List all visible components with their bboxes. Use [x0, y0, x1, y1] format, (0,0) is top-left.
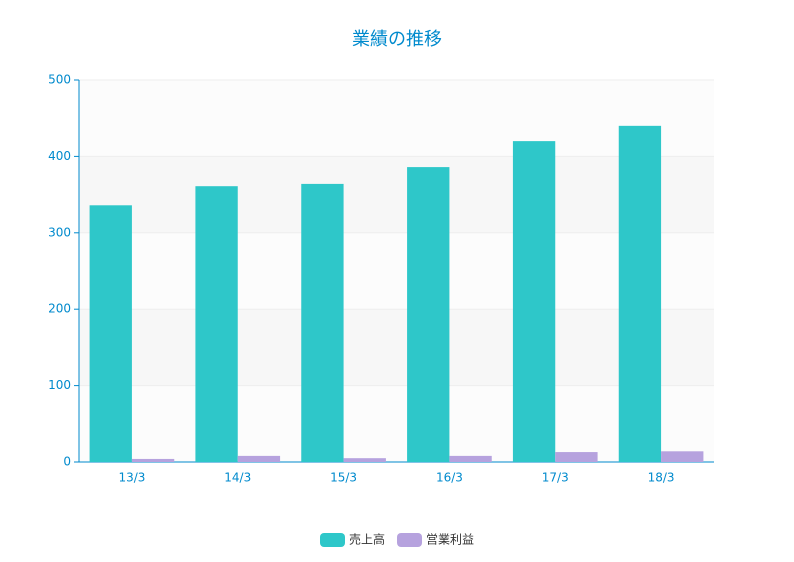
y-tick-label: 100: [48, 378, 71, 392]
bar: [131, 458, 175, 462]
bar: [512, 141, 556, 462]
grid-band: [79, 80, 714, 157]
bar: [89, 205, 132, 462]
legend-label: 営業利益: [426, 533, 474, 547]
bar: [449, 455, 492, 462]
y-tick-label: 500: [48, 73, 71, 87]
bar: [237, 455, 281, 462]
bar: [343, 458, 386, 462]
y-tick-label: 400: [48, 149, 71, 163]
x-tick-label: 15/3: [330, 471, 357, 485]
chart-title: 業績の推移: [352, 29, 442, 50]
x-tick-label: 14/3: [224, 471, 251, 485]
bar: [301, 183, 344, 463]
bar: [555, 452, 598, 462]
legend-label: 売上高: [349, 532, 385, 547]
x-tick-label: 16/3: [436, 471, 463, 485]
y-tick-label: 300: [48, 225, 71, 239]
bar: [618, 125, 662, 462]
bar: [407, 167, 450, 462]
x-tick-label: 17/3: [542, 471, 569, 485]
legend-swatch: [397, 533, 423, 547]
x-tick-label: 13/3: [118, 471, 145, 485]
grid-band: [79, 232, 714, 310]
grid-band: [79, 385, 714, 462]
x-tick-label: 18/3: [648, 471, 675, 485]
legend-swatch: [320, 533, 345, 547]
grid-band: [79, 156, 714, 233]
y-tick-label: 0: [63, 455, 71, 469]
grid-band: [79, 309, 714, 386]
y-tick-label: 200: [48, 302, 71, 316]
bar: [661, 451, 704, 462]
bar: [195, 186, 238, 463]
